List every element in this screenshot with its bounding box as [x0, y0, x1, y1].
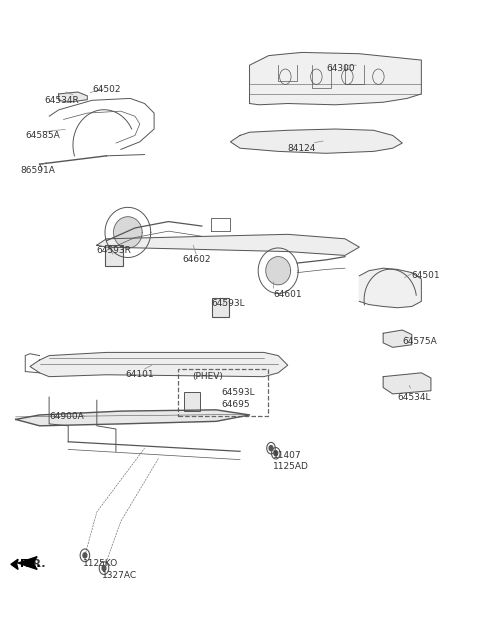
- FancyBboxPatch shape: [106, 246, 122, 265]
- Text: 11407: 11407: [274, 451, 302, 460]
- Text: 64534L: 64534L: [397, 392, 431, 402]
- FancyBboxPatch shape: [212, 297, 228, 317]
- Polygon shape: [59, 92, 87, 102]
- Polygon shape: [18, 556, 37, 569]
- Text: 64534R: 64534R: [44, 96, 79, 105]
- Polygon shape: [360, 268, 421, 308]
- Text: 1327AC: 1327AC: [102, 571, 137, 580]
- Text: 64575A: 64575A: [402, 337, 437, 346]
- Polygon shape: [114, 217, 142, 248]
- Polygon shape: [383, 330, 412, 347]
- Circle shape: [269, 445, 273, 451]
- Text: 64593L: 64593L: [221, 388, 254, 397]
- Circle shape: [83, 553, 87, 558]
- Text: 86591A: 86591A: [21, 166, 55, 175]
- Circle shape: [102, 565, 106, 570]
- Text: 64900A: 64900A: [49, 412, 84, 420]
- Text: 64501: 64501: [412, 271, 441, 280]
- Polygon shape: [250, 53, 421, 104]
- Polygon shape: [230, 129, 402, 153]
- Polygon shape: [266, 256, 290, 285]
- Text: 64300: 64300: [326, 64, 355, 73]
- Text: FR.: FR.: [21, 560, 41, 569]
- Text: 64593R: 64593R: [97, 246, 132, 254]
- FancyBboxPatch shape: [184, 392, 200, 411]
- Text: 64585A: 64585A: [25, 131, 60, 140]
- Text: (PHEV): (PHEV): [192, 372, 223, 381]
- Text: 64101: 64101: [125, 370, 154, 379]
- Text: 84124: 84124: [288, 144, 316, 153]
- Polygon shape: [16, 410, 250, 426]
- Text: 1125KO: 1125KO: [83, 558, 118, 567]
- Polygon shape: [11, 559, 18, 569]
- Text: 64593L: 64593L: [211, 299, 245, 308]
- Text: FR.: FR.: [25, 560, 46, 569]
- Text: 64502: 64502: [92, 85, 120, 94]
- Circle shape: [274, 451, 278, 456]
- Text: 64601: 64601: [274, 290, 302, 299]
- Text: 64695: 64695: [221, 400, 250, 409]
- Text: 1125AD: 1125AD: [274, 462, 309, 470]
- Polygon shape: [30, 353, 288, 377]
- Text: 64602: 64602: [183, 255, 211, 264]
- Polygon shape: [383, 373, 431, 394]
- Polygon shape: [97, 235, 360, 255]
